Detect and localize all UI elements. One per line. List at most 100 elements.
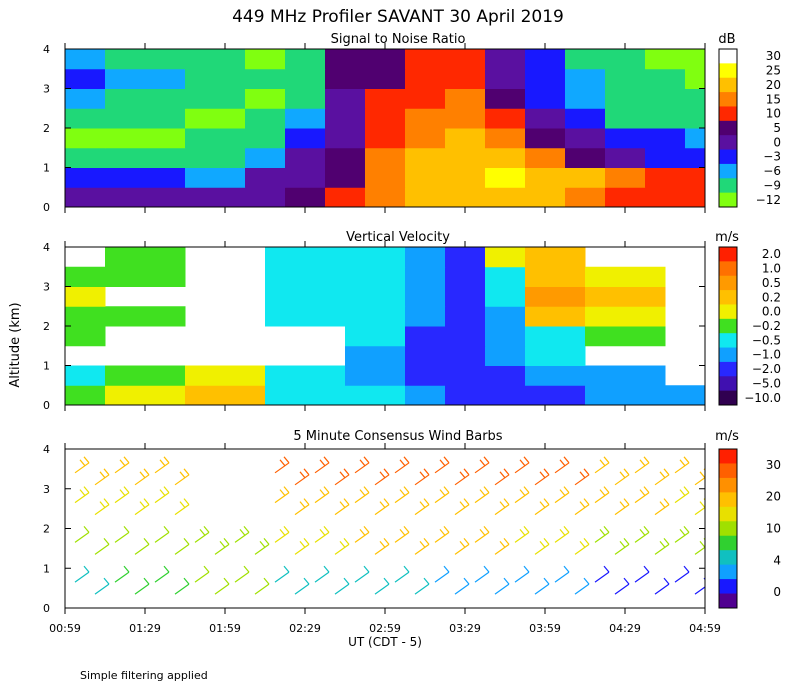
heatmap-cell	[365, 128, 406, 149]
y-tick-label: 4	[43, 43, 50, 56]
wind-barb	[274, 525, 290, 543]
wind-barb	[594, 525, 610, 543]
heatmap-cell	[565, 128, 606, 149]
y-tick-label: 2	[43, 523, 50, 536]
wind-barb	[114, 486, 130, 504]
wind-barb	[474, 525, 490, 543]
colorbar-label: 10	[766, 107, 781, 121]
heatmap-cell	[605, 167, 646, 188]
heatmap-cell	[585, 286, 666, 307]
heatmap-cell	[105, 365, 186, 386]
heatmap-cell	[405, 88, 446, 109]
colorbar-label: −9	[763, 178, 781, 192]
wind-barb	[314, 486, 330, 504]
heatmap-cell	[265, 385, 346, 405]
wind-barb	[594, 486, 610, 504]
heatmap-cell	[285, 128, 326, 149]
velocity-colorbar-unit: m/s	[715, 230, 739, 245]
wind-barb	[234, 565, 250, 583]
wind-barb-panel-title: 5 Minute Consensus Wind Barbs	[293, 429, 502, 444]
heatmap-cell	[65, 147, 106, 168]
wind-barb	[414, 537, 430, 555]
colorbar-swatch	[719, 261, 737, 277]
colorbar-label: 20	[766, 490, 781, 504]
colorbar-swatch	[719, 49, 737, 64]
heatmap-cell	[405, 306, 446, 327]
wind-barb	[174, 577, 190, 595]
wind-barb	[394, 525, 410, 543]
heatmap-cell	[645, 49, 686, 70]
colorbar-swatch	[719, 535, 737, 551]
heatmap-cell	[445, 108, 486, 129]
heatmap-cell	[485, 68, 526, 89]
wind-barb	[454, 537, 470, 555]
wind-barb	[134, 498, 150, 516]
colorbar-swatch	[719, 449, 737, 464]
heatmap-cell	[565, 187, 606, 207]
heatmap-cell	[445, 266, 486, 287]
velocity-colorbar: 2.01.00.50.20.0−0.2−0.5−1.0−2.0−5.0−10.0	[718, 246, 781, 406]
wind-barb	[294, 577, 310, 595]
heatmap-cell	[525, 385, 586, 405]
wind-barb	[274, 565, 290, 583]
colorbar-label: 25	[766, 64, 781, 78]
heatmap-cell	[65, 187, 106, 207]
heatmap-cell	[445, 147, 486, 168]
wind-barb	[634, 456, 650, 474]
heatmap-cell	[105, 49, 186, 70]
heatmap-cell	[245, 68, 286, 89]
heatmap-cell	[105, 147, 186, 168]
heatmap-cell	[65, 68, 106, 89]
colorbar-label: −5.0	[752, 376, 781, 390]
heatmap-cell	[485, 286, 526, 307]
heatmap-cell	[685, 167, 705, 188]
heatmap-cell	[525, 306, 586, 327]
wind-barb	[374, 577, 390, 595]
y-tick-label: 1	[43, 562, 50, 575]
wind-barb	[274, 486, 290, 504]
wind-barb	[174, 537, 190, 555]
wind-barb	[674, 525, 690, 543]
heatmap-cell	[65, 306, 106, 327]
wind-barb	[154, 486, 170, 504]
heatmap-cell	[565, 147, 606, 168]
wind-barb-colorbar: 30 20 10 4 0	[718, 448, 781, 609]
wind-barb	[454, 498, 470, 516]
colorbar-label: −0.2	[752, 319, 781, 333]
heatmap-cell	[325, 147, 366, 168]
heatmap-cell	[445, 187, 486, 207]
x-tick-label: 00:59	[49, 622, 81, 635]
wind-barb	[394, 456, 410, 474]
colorbar-swatch	[719, 275, 737, 291]
heatmap-cell	[605, 128, 646, 149]
heatmap-cell	[185, 187, 246, 207]
colorbar-label: 0.0	[762, 305, 781, 319]
colorbar-label: 4	[773, 553, 781, 567]
colorbar-label: 10	[766, 522, 781, 536]
colorbar-swatch	[719, 63, 737, 79]
velocity-y-axis: 0 1 2 3 4	[43, 241, 705, 412]
colorbar-label: 0.5	[762, 276, 781, 290]
colorbar-swatch	[719, 163, 737, 179]
colorbar-swatch	[719, 92, 737, 107]
wind-barb	[574, 577, 590, 595]
wind-barb	[154, 456, 170, 474]
wind-barb	[194, 565, 210, 583]
wind-barb	[474, 565, 490, 583]
wind-barb	[434, 565, 450, 583]
heatmap-cell	[685, 68, 705, 89]
heatmap-cell	[405, 68, 446, 89]
y-tick-label: 3	[43, 83, 50, 96]
colorbar-label: −6	[763, 164, 781, 178]
heatmap-cell	[605, 68, 646, 89]
wind-barb	[334, 577, 350, 595]
heatmap-cell	[345, 286, 406, 307]
heatmap-cell	[245, 108, 286, 129]
colorbar-frame	[718, 448, 738, 609]
wind-barb	[514, 486, 530, 504]
wind-barb	[274, 456, 290, 474]
wind-barb-y-axis: 0 1 2 3 4	[43, 443, 705, 615]
colorbar-swatch	[719, 149, 737, 165]
wind-barb	[354, 486, 370, 504]
heatmap-cell	[365, 167, 406, 188]
